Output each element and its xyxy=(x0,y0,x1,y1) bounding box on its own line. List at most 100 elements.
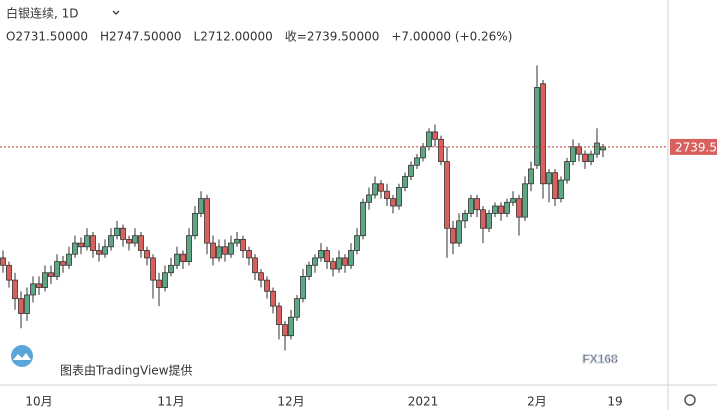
ohlc-value: H2747.50000 xyxy=(100,30,182,44)
candle-body xyxy=(252,257,258,274)
candle-body xyxy=(54,261,60,277)
candle-body xyxy=(270,290,276,307)
candle-body xyxy=(156,279,162,288)
candle-body xyxy=(594,142,600,155)
candle-body xyxy=(462,213,468,222)
candle-body xyxy=(468,198,474,214)
candle-body xyxy=(372,183,378,196)
x-tick-label: 19 xyxy=(607,395,622,409)
candle-body xyxy=(312,257,318,266)
gear[interactable] xyxy=(684,394,696,406)
candle-body xyxy=(450,227,456,244)
candle-body xyxy=(456,220,462,244)
candle-body xyxy=(534,87,540,166)
candle-body xyxy=(18,298,24,314)
candle-body xyxy=(558,179,564,200)
candle-body xyxy=(336,257,342,270)
ohlc-value: O2731.50000 xyxy=(6,30,88,44)
badge-icon xyxy=(11,345,33,367)
candle-body xyxy=(102,246,108,255)
candle-body xyxy=(474,198,480,211)
candle-body xyxy=(414,157,420,166)
candle-body xyxy=(564,161,570,181)
candle-body xyxy=(228,242,234,255)
candle-body xyxy=(396,187,402,207)
candle-body xyxy=(342,257,348,266)
candle-body xyxy=(390,198,396,207)
candle-body xyxy=(486,213,492,229)
candle-body xyxy=(318,250,324,259)
candle-body xyxy=(0,257,6,266)
candle-body xyxy=(522,183,528,218)
settings-icon[interactable] xyxy=(684,394,696,406)
candle-body xyxy=(48,272,54,277)
candle-body xyxy=(204,198,210,244)
candle-body xyxy=(114,227,120,237)
candle-body xyxy=(210,242,216,259)
candle-body xyxy=(132,235,138,244)
candle-body xyxy=(222,246,228,255)
x-tick-label: 12月 xyxy=(277,395,304,409)
candle-body xyxy=(120,227,126,240)
candle-body xyxy=(360,201,366,237)
candle-body xyxy=(570,146,576,162)
candle-body xyxy=(576,146,582,155)
candle-body xyxy=(348,250,354,266)
candle-body xyxy=(432,131,438,140)
candle-body xyxy=(510,198,516,203)
candle-body xyxy=(186,235,192,263)
candle-body xyxy=(180,253,186,263)
candle-body xyxy=(198,198,204,214)
candle-body xyxy=(90,235,96,251)
candle-body xyxy=(420,146,426,159)
candle-body xyxy=(588,153,594,162)
candle-body xyxy=(276,305,282,326)
candle-body xyxy=(306,264,312,277)
candle-body xyxy=(240,238,246,251)
candle-body xyxy=(444,161,450,229)
candle-body xyxy=(174,253,180,266)
candle-body xyxy=(6,264,12,281)
ohlc-value: L2712.00000 xyxy=(194,30,273,44)
candle-body xyxy=(552,172,558,200)
candle-body xyxy=(288,316,294,337)
candle-body xyxy=(516,198,522,218)
last-price-box xyxy=(670,138,717,155)
candle-body xyxy=(168,264,174,274)
candle-body xyxy=(402,175,408,188)
candle-body xyxy=(354,235,360,251)
candle-body xyxy=(438,138,444,162)
candle-body xyxy=(192,213,198,237)
candle-body xyxy=(234,238,240,244)
candle-body xyxy=(78,242,84,248)
candle-body xyxy=(30,283,36,296)
dropdown-icon[interactable] xyxy=(112,10,120,15)
candle-body xyxy=(216,246,222,259)
candle-body xyxy=(324,250,330,263)
candle-body xyxy=(138,235,144,251)
candle-body xyxy=(66,253,72,266)
logo: FX168 xyxy=(582,352,618,366)
x-tick-label: 11月 xyxy=(157,395,184,409)
ohlc-value: +7.00000 (+0.26%) xyxy=(391,30,512,44)
x-tick-label: 10月 xyxy=(25,395,52,409)
candle-body xyxy=(258,272,264,281)
last-price-label: 2739.50 xyxy=(675,140,717,154)
tradingview-badge: 图表由TradingView提供 xyxy=(11,345,193,378)
plot-area xyxy=(0,65,606,351)
candle-body xyxy=(480,209,486,229)
candle-body xyxy=(366,194,372,203)
candle-body xyxy=(504,201,510,214)
candle-body xyxy=(426,131,432,148)
candle-body xyxy=(144,250,150,259)
candle-body xyxy=(492,205,498,214)
candle-body xyxy=(498,205,504,214)
badge-glyph xyxy=(13,353,31,360)
candle-body xyxy=(294,298,300,318)
candle-body xyxy=(126,238,132,244)
candle-body xyxy=(246,250,252,259)
chart-title[interactable]: 白银连续, 1D xyxy=(6,6,79,21)
candle-body xyxy=(42,272,48,288)
